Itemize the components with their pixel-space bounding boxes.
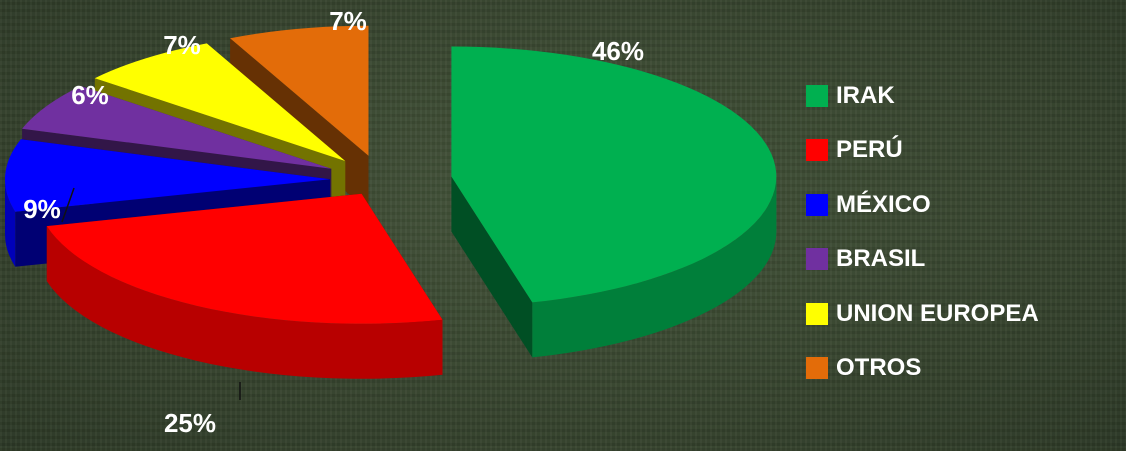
pie-chart-svg: 46% 25% 9% 6% 7% 7%	[4, 6, 777, 438]
legend-item-peru: PERÚ	[806, 133, 1039, 168]
legend-swatch-union-europea	[806, 302, 828, 325]
legend-label-otros: OTROS	[836, 354, 922, 381]
data-label-peru: 25%	[164, 408, 216, 438]
data-label-union-europea: 7%	[163, 30, 201, 60]
legend-label-union-europea: UNION EUROPEA	[836, 299, 1039, 327]
legend-item-otros: OTROS	[806, 351, 1039, 386]
legend-label-brasil: BRASIL	[836, 245, 926, 272]
leader-line-mexico	[61, 187, 75, 223]
data-label-brasil: 6%	[71, 80, 109, 110]
legend-label-mexico: MÉXICO	[836, 190, 931, 218]
legend-swatch-peru	[806, 139, 828, 161]
legend-item-brasil: BRASIL	[806, 242, 1039, 277]
legend-item-union-europea: UNION EUROPEA	[806, 296, 1039, 331]
data-label-irak: 46%	[592, 36, 644, 66]
data-label-mexico: 9%	[23, 194, 61, 224]
legend-swatch-irak	[806, 84, 828, 107]
legend-label-peru: PERÚ	[836, 136, 903, 163]
legend-item-mexico: MÉXICO	[806, 187, 1039, 222]
data-label-otros: 7%	[329, 6, 367, 36]
legend-swatch-mexico	[806, 193, 828, 216]
pie-slice-peru	[46, 193, 443, 379]
pie-slice-irak	[451, 46, 777, 358]
legend-swatch-otros	[806, 357, 828, 379]
legend-item-irak: IRAK	[806, 78, 1039, 113]
legend-swatch-brasil	[806, 248, 828, 270]
legend-label-irak: IRAK	[836, 81, 895, 109]
chart-legend: IRAK PERÚ MÉXICO BRASIL UNION EUROPEA OT…	[806, 78, 1039, 386]
